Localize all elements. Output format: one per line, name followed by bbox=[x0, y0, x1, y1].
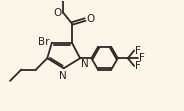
Text: O: O bbox=[86, 14, 95, 24]
Text: N: N bbox=[81, 59, 89, 69]
Text: N: N bbox=[59, 71, 67, 81]
Text: F: F bbox=[135, 61, 141, 71]
Text: Br: Br bbox=[38, 37, 50, 47]
Text: F: F bbox=[139, 53, 145, 63]
Text: F: F bbox=[135, 46, 141, 56]
Text: O: O bbox=[54, 8, 62, 18]
